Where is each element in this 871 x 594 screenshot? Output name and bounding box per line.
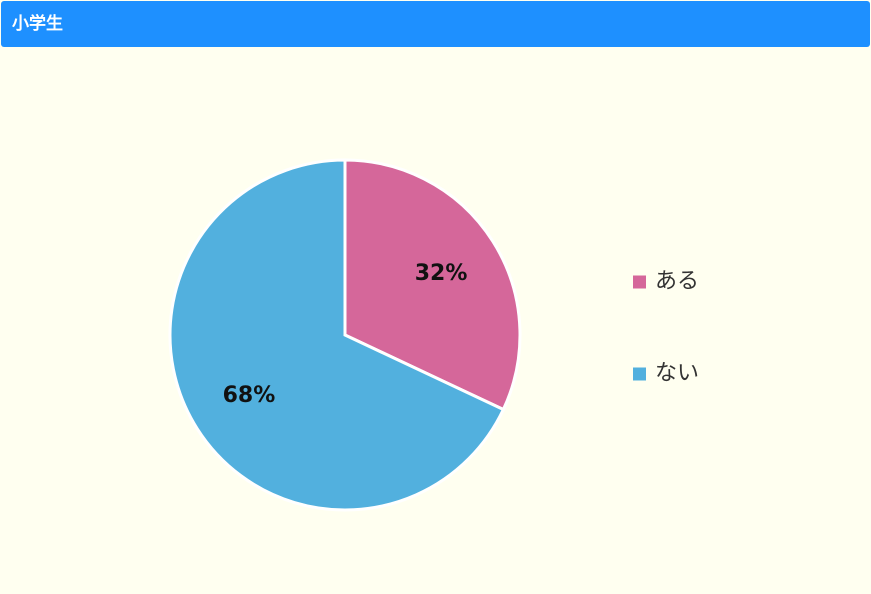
legend-label: ない bbox=[655, 361, 699, 386]
header-bar bbox=[1, 1, 870, 47]
legend-swatch bbox=[633, 275, 646, 289]
chart-title: 小学生 bbox=[12, 13, 63, 34]
data-label: 68% bbox=[223, 383, 276, 408]
legend-swatch bbox=[633, 367, 646, 381]
data-label: 32% bbox=[415, 261, 468, 286]
legend-label: ある bbox=[655, 269, 699, 294]
pie-slice bbox=[343, 158, 522, 412]
pie-slice bbox=[168, 158, 506, 512]
